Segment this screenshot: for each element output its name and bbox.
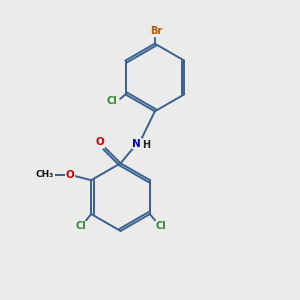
Text: Br: Br: [150, 26, 162, 36]
Text: Cl: Cl: [76, 221, 86, 231]
Text: Cl: Cl: [156, 221, 167, 231]
Text: CH₃: CH₃: [36, 170, 54, 179]
Text: Cl: Cl: [106, 96, 117, 106]
Text: O: O: [95, 137, 104, 147]
Text: H: H: [142, 140, 150, 150]
Text: N: N: [133, 139, 141, 149]
Text: O: O: [66, 170, 74, 180]
